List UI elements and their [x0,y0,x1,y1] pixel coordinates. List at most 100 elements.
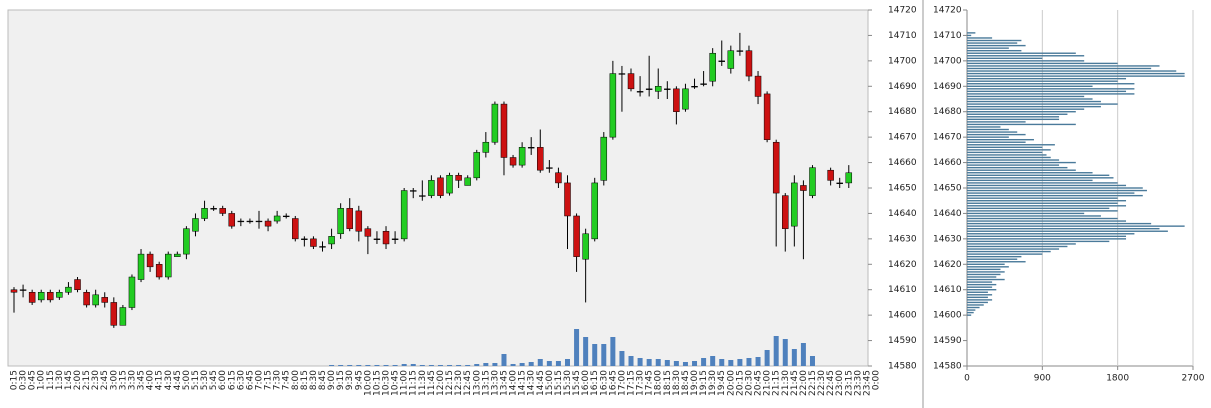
candle-body [509,157,517,166]
y-tick-label: 14600 [888,311,917,321]
y-tick-label: 14610 [888,285,917,295]
profile-bar [967,250,1051,253]
x-tick-label: 18:30 [672,370,682,396]
volume-bar [637,358,643,366]
volume-bar [528,362,534,366]
candle-body [555,172,562,184]
profile-bar [967,245,1068,248]
profile-bar [967,187,1143,189]
candle-body [391,238,399,240]
candle-body [800,185,807,191]
x-tick-label: 1800 [1106,374,1129,384]
profile-bar [967,95,1085,98]
candle-body [310,238,317,247]
x-tick-label: 14:45 [536,370,546,396]
volume-bar [737,359,743,366]
x-tick-label: 19:30 [708,370,718,396]
profile-bar [967,72,1185,75]
profile-bar [967,136,1009,138]
volume-bar [719,359,725,366]
x-tick-label: 6:45 [245,370,255,390]
x-tick-label: 2:15 [82,370,92,390]
volume-bar [501,354,507,366]
volume-bar [392,365,398,366]
profile-bar [967,88,1135,90]
profile-bar [967,144,1055,146]
y-tick-label: 14710 [888,31,917,41]
profile-bar [967,192,1135,194]
profile-bar [967,169,1076,171]
profile-bar [967,159,1060,161]
x-tick-label: 4:15 [155,370,165,390]
candle-body [546,167,553,169]
x-tick-label: 9:00 [327,370,337,390]
y-tick-label: 14710 [933,31,962,41]
profile-bar [967,207,1110,210]
x-tick-label: 19:15 [699,370,709,396]
profile-bar [967,118,1060,121]
x-tick-label: 14:00 [509,370,519,396]
profile-bar [967,55,1085,57]
candle-body [500,103,508,158]
x-tick-label: 10:15 [372,370,382,396]
profile-bar [967,286,993,288]
candle-body [128,276,136,308]
candle-body [65,286,72,293]
x-tick-label: 13:00 [472,370,482,396]
volume-bar [546,361,552,366]
profile-bar [967,80,1118,82]
volume-bar [655,359,661,366]
x-tick-label: 22:00 [799,370,809,396]
profile-bar [967,222,1152,225]
candle-body [609,73,617,138]
profile-bar [967,34,972,37]
profile-bar [967,182,1118,184]
candle-body [446,175,453,194]
volume-bar [746,358,752,366]
x-tick-label: 17:30 [636,370,646,396]
candle-body [573,215,580,257]
profile-bar [967,174,1110,176]
volume-bar [365,365,371,366]
profile-bar [967,263,1005,265]
volume-bar [465,365,471,366]
profile-bar [967,67,1152,70]
candle-body [201,208,208,219]
candle-body [382,230,390,245]
x-tick-label: 22:15 [808,370,818,396]
x-tick-label: 23:00 [835,370,845,396]
profile-bar [967,281,993,283]
profile-bar [967,141,1026,143]
candle-body [491,103,499,143]
x-tick-label: 12:30 [454,370,464,396]
profile-bar [967,70,1177,72]
x-tick-label: 16:00 [581,370,591,396]
y-tick-label: 14620 [888,260,917,270]
volume-bar [347,365,353,366]
x-tick-label: 6:15 [227,370,237,390]
x-tick-label: 11:30 [418,370,428,396]
x-tick-label: 0:15 [10,370,20,390]
x-tick-label: 4:00 [146,370,156,390]
profile-bar [967,266,1009,268]
candle-body [364,228,372,237]
x-tick-label: 17:45 [645,370,655,396]
x-tick-label: 5:15 [191,370,201,390]
profile-bar [967,32,976,34]
x-tick-label: 7:00 [254,370,264,390]
y-tick-label: 14590 [933,336,962,346]
profile-bar [967,39,1022,42]
profile-bar [967,294,993,296]
profile-bar [967,44,1026,47]
x-tick-label: 12:00 [436,370,446,396]
candle-body [700,83,707,85]
volume-bar [791,349,797,366]
volume-bar [374,365,380,366]
x-tick-label: 9:45 [354,370,364,390]
volume-bar [619,351,625,366]
profile-bar [967,128,1009,131]
profile-bar [967,301,988,304]
x-tick-label: 23:15 [844,370,854,396]
x-tick-label: 15:45 [572,370,582,396]
candle-body [292,218,299,240]
